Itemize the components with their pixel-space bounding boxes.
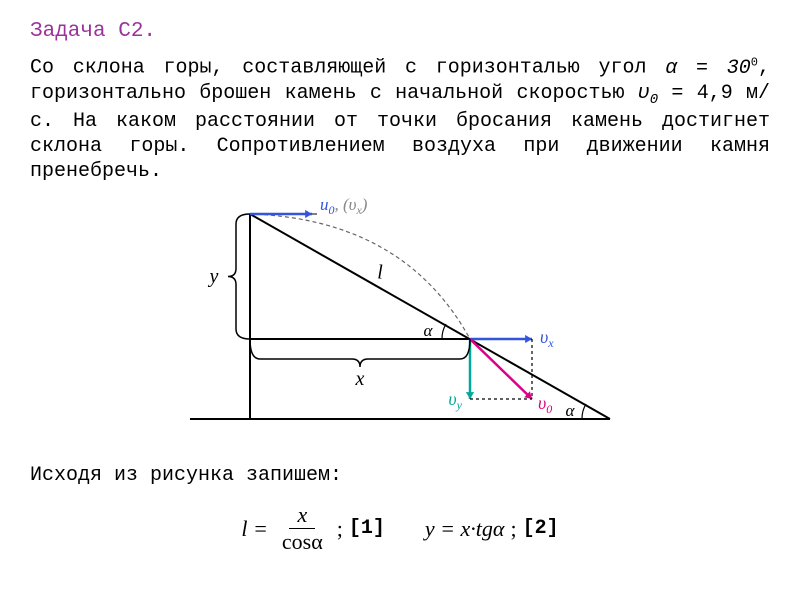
formulas-row: l = x cosα ; [1] y = x·tgα ; [2] <box>30 502 770 555</box>
svg-text:y: y <box>208 266 219 288</box>
problem-title: Задача С2. <box>30 20 770 43</box>
svg-text:υy: υy <box>448 389 462 412</box>
diagram-svg: u0, (υx) y l x α α υx υy υ0 <box>150 194 650 449</box>
svg-text:α: α <box>566 401 576 420</box>
physics-diagram: u0, (υx) y l x α α υx υy υ0 <box>30 194 770 449</box>
v0-variable: υ0 <box>638 82 658 105</box>
svg-text:υx: υx <box>540 327 554 350</box>
svg-text:x: x <box>355 368 365 390</box>
fraction-1: x cosα <box>278 502 327 555</box>
problem-text: Со склона горы, составляющей с горизонта… <box>30 55 770 184</box>
svg-text:l: l <box>377 262 383 284</box>
conclusion-text: Исходя из рисунка запишем: <box>30 464 770 487</box>
svg-text:α: α <box>424 321 434 340</box>
formula-1: l = x cosα ; [1] <box>241 502 384 555</box>
formula-2: y = x·tgα ; [2] <box>425 516 559 542</box>
formula-1-label: [1] <box>349 517 385 540</box>
formula-2-label: [2] <box>523 517 559 540</box>
angle-expression: α = 300 <box>665 57 758 80</box>
svg-text:u0, (υx): u0, (υx) <box>320 195 368 217</box>
problem-line1: Со склона горы, составляющей с горизонта… <box>30 57 647 80</box>
svg-text:υ0: υ0 <box>538 393 552 416</box>
